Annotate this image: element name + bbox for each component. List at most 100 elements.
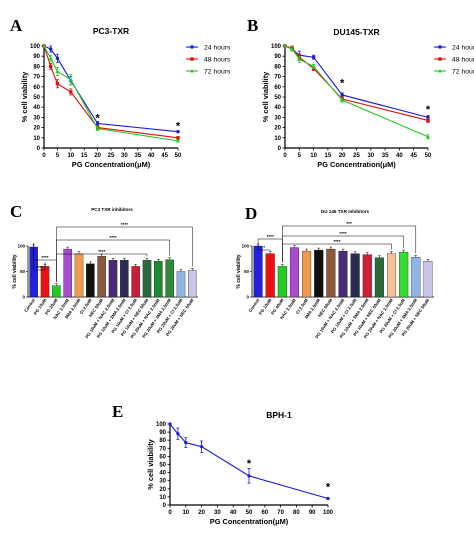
legend-swatch-marker xyxy=(438,45,442,49)
bar xyxy=(387,253,397,298)
y-tick-label: 40 xyxy=(159,471,166,477)
y-tick-label: 60 xyxy=(159,454,166,460)
x-tick-label: 50 xyxy=(425,153,432,159)
significance-label: **** xyxy=(267,234,274,239)
series-line xyxy=(284,45,429,121)
y-tick-label: 60 xyxy=(274,85,281,91)
series-line xyxy=(43,45,179,133)
x-tick-label: 40 xyxy=(396,153,403,159)
x-tick-label: 20 xyxy=(198,510,205,516)
data-point xyxy=(48,56,53,60)
y-tick-label: 80 xyxy=(274,64,281,70)
significance-bracket xyxy=(56,226,193,282)
legend-label: 48 hours xyxy=(204,56,231,63)
x-tick-label: 20 xyxy=(339,153,346,159)
panel-letter-c: C xyxy=(10,202,22,221)
bar xyxy=(314,249,324,298)
bar xyxy=(399,251,409,298)
y-tick-label: 0 xyxy=(247,295,250,300)
y-tick-label: 100 xyxy=(156,422,167,428)
data-point xyxy=(49,47,53,51)
y-axis-title: % cell viability xyxy=(20,71,29,122)
y-tick-label: 20 xyxy=(33,126,40,132)
y-tick-label: 80 xyxy=(33,64,40,70)
data-point xyxy=(176,432,180,436)
chart-d-inhibitor-bars: 0 50 100% cell viability DU 145 TXR inhibit… xyxy=(236,209,434,339)
y-tick-label: 40 xyxy=(33,105,40,111)
y-tick-label: 100 xyxy=(271,44,282,50)
y-tick-label: 10 xyxy=(274,136,281,142)
x-tick-label: 60 xyxy=(261,510,268,516)
x-axis-title: PG Concentration(μM) xyxy=(72,160,151,169)
series-line xyxy=(43,45,179,139)
chart-title: PC3-TXR xyxy=(93,26,129,36)
y-tick-label: 100 xyxy=(18,244,26,249)
panel-letter-a: A xyxy=(10,16,23,35)
legend-swatch-marker xyxy=(190,57,194,61)
data-point xyxy=(200,445,204,449)
data-point xyxy=(425,134,431,139)
bar xyxy=(423,261,433,298)
data-point xyxy=(311,64,316,68)
x-tick-label: 50 xyxy=(246,510,253,516)
x-tick-label: 45 xyxy=(161,153,168,159)
bar xyxy=(52,285,61,298)
x-tick-label: 90 xyxy=(309,510,316,516)
x-tick-label: 30 xyxy=(367,153,374,159)
x-tick-label: 5 xyxy=(298,153,302,159)
x-tick-label: 10 xyxy=(67,153,74,159)
chart-a-viability-lines: 0 5 10 15 20 25 30 35 40 45 50 0 10 20 30 40 50 60 70 80 90 1… xyxy=(20,26,231,169)
data-point xyxy=(41,43,47,48)
significance-label: * xyxy=(263,245,265,250)
data-point xyxy=(95,121,100,126)
y-tick-label: 100 xyxy=(242,244,250,249)
y-tick-label: 50 xyxy=(244,269,249,274)
y-tick-label: 20 xyxy=(274,126,281,132)
y-tick-label: 0 xyxy=(23,295,26,300)
bar xyxy=(108,260,118,298)
x-tick-label: 0 xyxy=(168,510,172,516)
x-tick-label: 35 xyxy=(382,153,389,159)
chart-title: PC3 TXR inhibitors xyxy=(91,207,133,212)
x-tick-label: 30 xyxy=(214,510,221,516)
x-tick-label: 15 xyxy=(81,153,88,159)
bar xyxy=(411,257,421,298)
bar xyxy=(74,253,84,298)
data-point xyxy=(176,129,180,134)
y-axis-title: % cell viability xyxy=(261,71,270,122)
data-point xyxy=(176,136,180,140)
significance-label: **** xyxy=(121,222,128,227)
data-point xyxy=(326,496,330,501)
bar xyxy=(289,247,299,298)
y-tick-label: 40 xyxy=(274,105,281,111)
y-tick-label: 10 xyxy=(33,136,40,142)
y-tick-label: 0 xyxy=(37,146,41,152)
x-tick-label: 0 xyxy=(42,153,46,159)
significance-label: **** xyxy=(333,239,340,244)
significance-star: * xyxy=(95,112,100,124)
chart-title: DU145-TXR xyxy=(333,27,379,37)
data-point xyxy=(340,93,344,97)
bar xyxy=(362,254,372,298)
y-tick-label: 60 xyxy=(33,85,40,91)
x-tick-label: 5 xyxy=(56,153,60,159)
legend-label: 24 hours xyxy=(452,44,474,51)
y-axis-title: % cell viability xyxy=(12,254,18,288)
y-tick-label: 80 xyxy=(159,438,166,444)
y-tick-label: 50 xyxy=(159,463,166,469)
significance-label: **** xyxy=(98,249,105,254)
bar xyxy=(188,270,197,298)
chart-title: DU 145 TXR inhibitors xyxy=(321,209,370,214)
y-tick-label: 70 xyxy=(274,75,281,81)
series-line xyxy=(169,423,329,500)
x-tick-label: 25 xyxy=(353,153,360,159)
data-point xyxy=(168,422,172,426)
panel-letter-d: D xyxy=(245,204,257,223)
y-tick-label: 30 xyxy=(274,115,281,121)
data-point xyxy=(95,126,100,131)
x-tick-label: 80 xyxy=(293,510,300,516)
data-point xyxy=(426,118,430,123)
x-axis-title: PG Concentration(μM) xyxy=(317,160,396,169)
bar xyxy=(154,261,163,298)
